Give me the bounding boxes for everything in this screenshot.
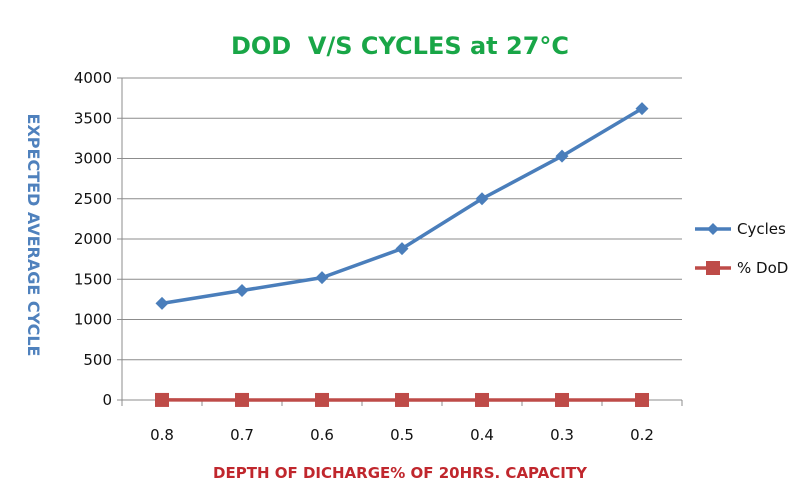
x-axis-label: DEPTH OF DICHARGE% OF 20HRS. CAPACITY [213,464,588,482]
chart-title: DOD V/S CYCLES at 27°C [231,32,569,60]
data-point-dod [635,393,649,407]
y-tick-label: 3500 [74,109,112,127]
legend-label-cycles: Cycles [737,220,786,238]
x-tick-label: 0.3 [550,426,574,444]
y-axis-label: EXPECTED AVERAGE CYCLE [24,114,43,357]
data-point-cycles [156,297,169,310]
y-tick-label: 1000 [74,311,112,329]
y-tick-label: 4000 [74,69,112,87]
data-point-dod [555,393,569,407]
x-tick-label: 0.2 [630,426,654,444]
legend-label-dod: % DoD [737,259,788,277]
series-line-cycles [162,109,642,304]
x-tick-label: 0.4 [470,426,494,444]
y-tick-label: 0 [102,391,112,409]
y-tick-label: 2500 [74,190,112,208]
x-tick-label: 0.7 [230,426,254,444]
legend: Cycles % DoD [695,220,788,277]
y-tick-label: 2000 [74,230,112,248]
data-point-dod [155,393,169,407]
x-tick-label: 0.5 [390,426,414,444]
x-tick-label: 0.6 [310,426,334,444]
data-point-cycles [316,271,329,284]
data-point-dod [235,393,249,407]
legend-marker-dod [706,261,720,275]
data-point-dod [315,393,329,407]
data-point-cycles [236,284,249,297]
data-point-dod [395,393,409,407]
x-tick-label: 0.8 [150,426,174,444]
y-tick-label: 1500 [74,270,112,288]
y-tick-label: 3000 [74,150,112,168]
legend-marker-cycles [707,223,719,235]
plot-area: 0 500 1000 1500 2000 2500 3000 3500 4000 0.8 0.7 0.… [74,69,682,444]
y-tick-label: 500 [83,351,112,369]
data-point-dod [475,393,489,407]
